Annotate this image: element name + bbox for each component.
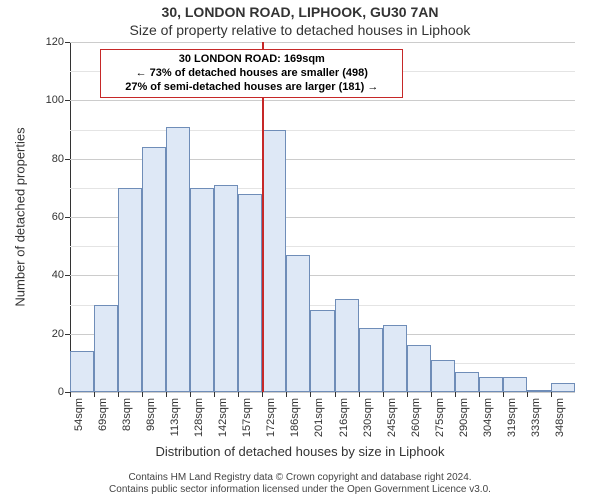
info-box: 30 LONDON ROAD: 169sqm← 73% of detached …: [100, 49, 403, 98]
grid-major: [70, 100, 575, 101]
x-tick-label: 230sqm: [362, 398, 374, 437]
histogram-bar: [118, 188, 142, 392]
x-tick-label: 157sqm: [241, 398, 253, 437]
x-tick-label: 260sqm: [410, 398, 422, 437]
x-tick-label: 69sqm: [97, 398, 109, 431]
x-tick-label: 333sqm: [530, 398, 542, 437]
histogram-bar: [166, 127, 190, 392]
histogram-bar: [214, 185, 238, 392]
title-address: 30, LONDON ROAD, LIPHOOK, GU30 7AN: [0, 4, 600, 20]
x-tick-label: 290sqm: [458, 398, 470, 437]
footer-line-1: Contains HM Land Registry data © Crown c…: [0, 472, 600, 484]
x-tick-mark: [359, 392, 360, 397]
histogram-bar: [142, 147, 166, 392]
histogram-bar: [335, 299, 359, 392]
y-tick-label: 120: [46, 36, 70, 48]
grid-minor: [70, 130, 575, 131]
histogram-bar: [310, 310, 334, 392]
x-tick-mark: [238, 392, 239, 397]
histogram-bar: [527, 390, 551, 392]
x-tick-label: 172sqm: [265, 398, 277, 437]
x-tick-mark: [407, 392, 408, 397]
y-tick-label: 0: [58, 386, 70, 398]
x-tick-label: 245sqm: [386, 398, 398, 437]
x-tick-label: 98sqm: [145, 398, 157, 431]
grid-major: [70, 42, 575, 43]
x-tick-mark: [190, 392, 191, 397]
info-box-line: ← 73% of detached houses are smaller (49…: [109, 67, 394, 81]
x-tick-mark: [383, 392, 384, 397]
x-tick-mark: [310, 392, 311, 397]
x-tick-mark: [335, 392, 336, 397]
histogram-bar: [503, 377, 527, 392]
x-tick-mark: [503, 392, 504, 397]
x-tick-mark: [166, 392, 167, 397]
histogram-bar: [479, 377, 503, 392]
y-tick-label: 80: [52, 153, 70, 165]
histogram-bar: [407, 345, 431, 392]
histogram-bar: [431, 360, 455, 392]
footer: Contains HM Land Registry data © Crown c…: [0, 472, 600, 496]
histogram-bar: [455, 372, 479, 392]
histogram-bar: [286, 255, 310, 392]
x-axis-title: Distribution of detached houses by size …: [0, 444, 600, 459]
x-tick-mark: [431, 392, 432, 397]
y-tick-label: 40: [52, 269, 70, 281]
x-tick-label: 348sqm: [554, 398, 566, 437]
histogram-bar: [262, 130, 286, 393]
x-tick-label: 216sqm: [338, 398, 350, 437]
x-tick-mark: [118, 392, 119, 397]
x-tick-label: 113sqm: [169, 398, 181, 436]
info-box-line: 27% of semi-detached houses are larger (…: [109, 81, 394, 95]
histogram-bar: [238, 194, 262, 392]
x-tick-mark: [455, 392, 456, 397]
x-tick-label: 275sqm: [434, 398, 446, 437]
title-subtitle: Size of property relative to detached ho…: [0, 22, 600, 38]
x-tick-mark: [94, 392, 95, 397]
x-tick-label: 201sqm: [313, 398, 325, 437]
x-tick-mark: [262, 392, 263, 397]
x-tick-label: 54sqm: [73, 398, 85, 431]
histogram-bar: [359, 328, 383, 392]
x-tick-mark: [527, 392, 528, 397]
x-tick-label: 186sqm: [289, 398, 301, 437]
y-tick-label: 20: [52, 328, 70, 340]
x-tick-mark: [142, 392, 143, 397]
plot-area: 02040608010012054sqm69sqm83sqm98sqm113sq…: [70, 42, 575, 392]
footer-line-2: Contains public sector information licen…: [0, 484, 600, 496]
x-tick-mark: [70, 392, 71, 397]
x-tick-label: 128sqm: [193, 398, 205, 437]
x-tick-mark: [214, 392, 215, 397]
chart-container: 30, LONDON ROAD, LIPHOOK, GU30 7AN Size …: [0, 0, 600, 500]
y-axis-title: Number of detached properties: [13, 127, 28, 306]
histogram-bar: [190, 188, 214, 392]
x-tick-label: 142sqm: [217, 398, 229, 437]
histogram-bar: [551, 383, 575, 392]
x-tick-mark: [551, 392, 552, 397]
x-tick-mark: [286, 392, 287, 397]
x-tick-label: 304sqm: [482, 398, 494, 437]
x-tick-label: 83sqm: [121, 398, 133, 431]
histogram-bar: [70, 351, 94, 392]
y-tick-label: 100: [46, 94, 70, 106]
x-tick-label: 319sqm: [506, 398, 518, 437]
x-tick-mark: [479, 392, 480, 397]
grid-major: [70, 392, 575, 393]
histogram-bar: [383, 325, 407, 392]
histogram-bar: [94, 305, 118, 393]
info-box-line: 30 LONDON ROAD: 169sqm: [109, 53, 394, 67]
y-tick-label: 60: [52, 211, 70, 223]
